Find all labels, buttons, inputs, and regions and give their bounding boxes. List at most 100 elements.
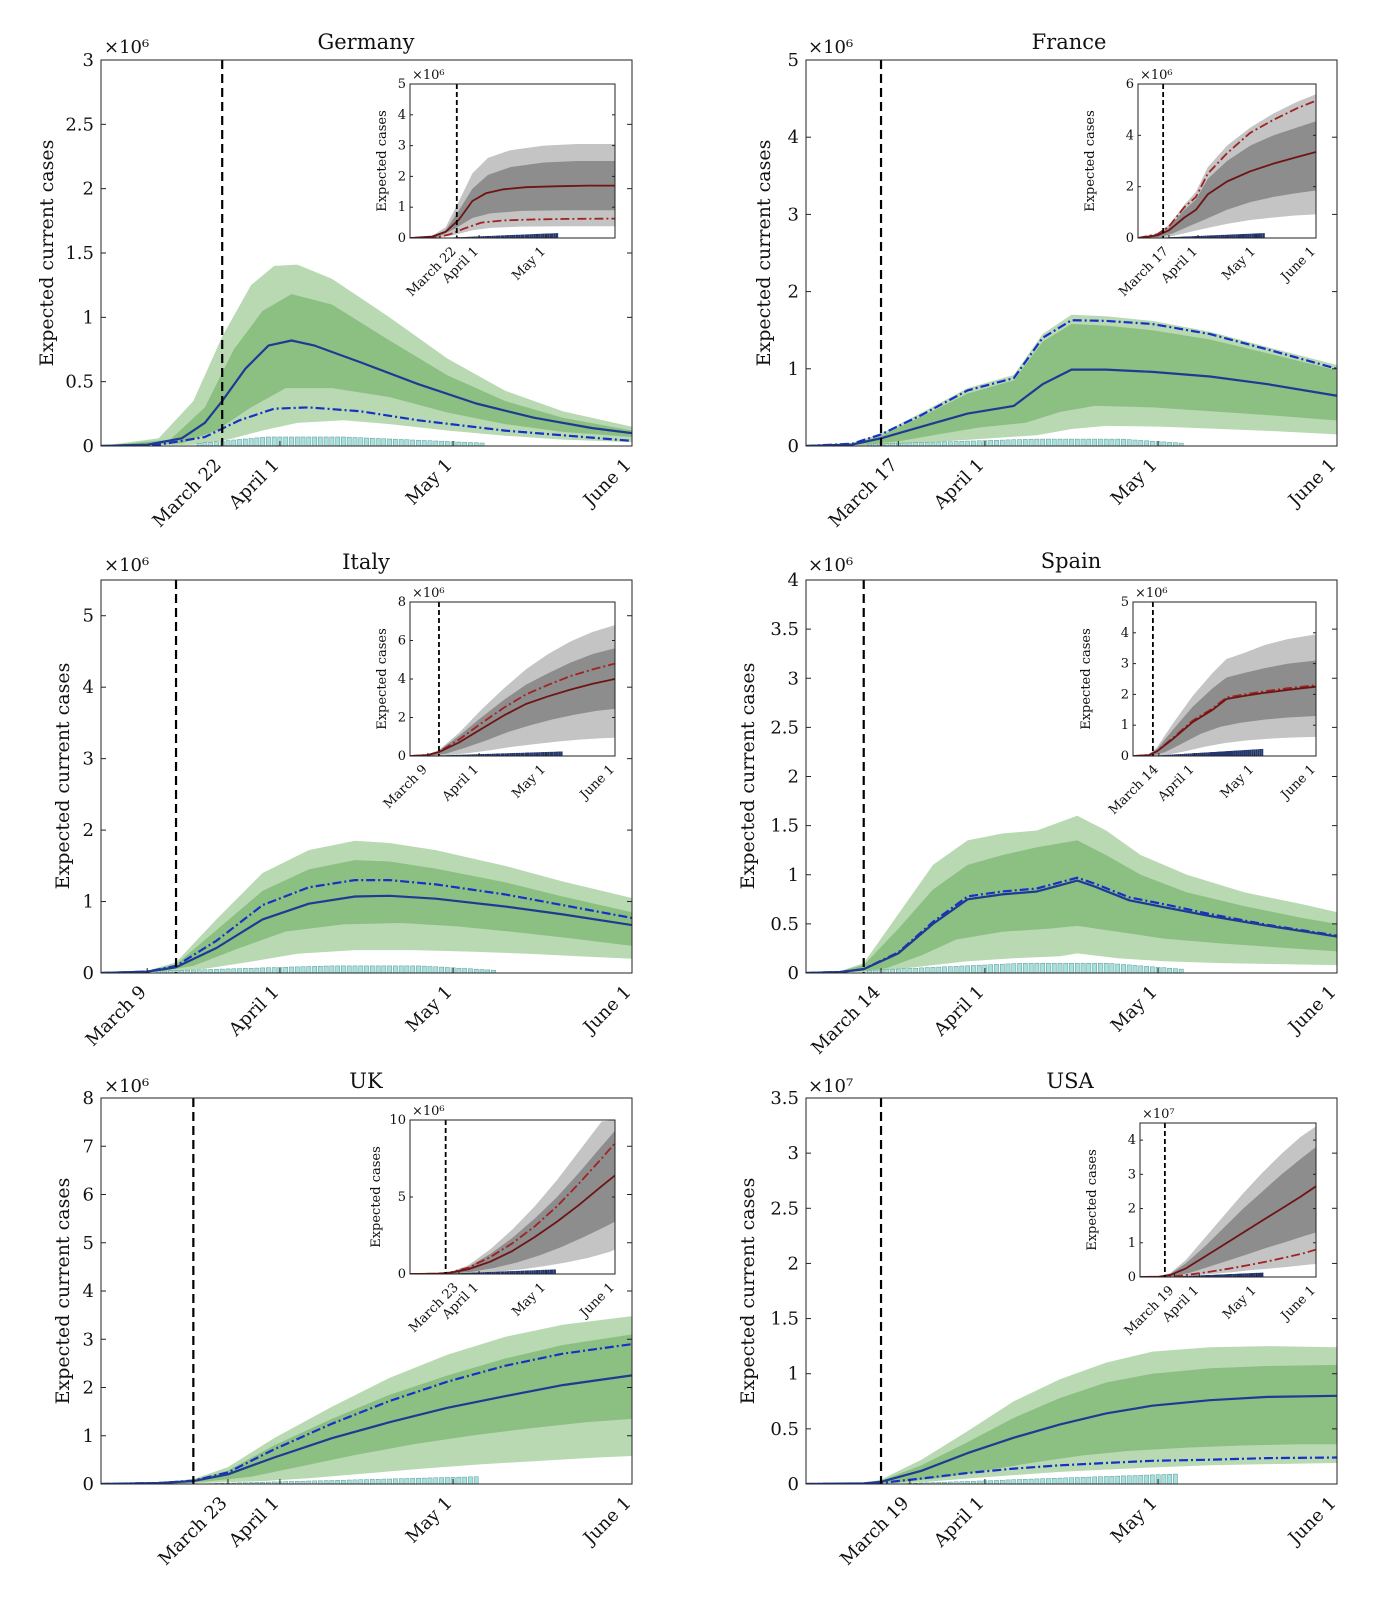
observed-bar [254,437,260,446]
observed-bar [404,439,410,446]
observed-bar [942,441,947,446]
x-tick-label: May 1 [402,1493,457,1548]
observed-bar [1226,234,1228,238]
observed-bar [369,965,375,973]
observed-bar [976,964,982,973]
observed-bar [1185,753,1188,756]
y-tick-label: 6 [83,1185,94,1206]
observed-bar [398,1478,404,1484]
observed-bar [953,966,959,973]
observed-bar [506,1271,510,1274]
y-tick-label: 2 [1128,1202,1136,1217]
x-tick-label: March 14 [1106,762,1162,818]
observed-bar [1218,235,1221,238]
y-tick-label: 2 [83,179,94,200]
observed-bar [999,439,1005,446]
observed-bar [346,965,352,973]
observed-bar [1046,1478,1051,1484]
observed-bar [1034,962,1040,973]
observed-bar [953,1481,959,1484]
y-tick-label: 3 [83,1329,94,1350]
observed-bar [509,753,512,756]
observed-bar [549,233,552,238]
observed-bar [387,965,392,973]
y-tick-label: 10 [389,1113,406,1128]
observed-bar [484,1272,487,1274]
counterfactual-line [1138,99,1316,238]
observed-bar [1069,962,1074,973]
observed-bar [387,438,392,446]
y-tick-label: 5 [83,1233,94,1254]
observed-bar [266,967,271,973]
x-tick-label: April 1 [224,1493,283,1552]
x-tick-label: June 1 [576,1280,618,1322]
observed-bar [317,436,323,446]
inset-plot-data [410,1120,615,1274]
x-tick-label: May 1 [1219,244,1258,283]
observed-bar [1237,750,1240,756]
observed-bar [323,1480,329,1484]
y-tick-label: 6 [1126,77,1134,92]
y-tick-label: 0 [83,436,94,457]
inner-credible-band [1140,1146,1316,1277]
y-exponent-label: ×10⁶ [104,1076,149,1097]
y-tick-label: 2 [398,711,406,726]
observed-bar [1245,749,1248,756]
observed-bar [971,965,976,973]
outer-credible-band [101,1316,632,1484]
observed-bar [524,1270,527,1274]
y-tick-label: 0 [788,436,799,457]
observed-bar [549,1269,552,1274]
expected-line [1133,685,1316,756]
observed-bar [999,963,1005,973]
plot-frame [805,1097,1338,1485]
observed-bar [1189,236,1192,238]
y-tick-label: 1 [398,200,406,215]
x-tick-label: March 22 [149,455,226,532]
observed-bar [1115,438,1121,446]
observed-bar [1126,1475,1132,1484]
observed-bar [1205,752,1208,756]
observed-bar [942,966,947,973]
plot-frame [100,579,633,974]
x-tick-label: June 1 [578,982,635,1039]
y-tick-label: 3 [788,1143,799,1164]
observed-bar [341,965,346,973]
observed-bar [219,968,225,973]
observed-bar [924,1482,930,1484]
observed-bar [468,1476,473,1484]
observed-bar [271,967,277,973]
observed-bar [369,437,375,446]
observed-bar [1253,749,1256,756]
observed-bar [306,966,312,973]
observed-bar [1063,1477,1069,1484]
observed-bar [475,1272,478,1274]
observed-bar [341,1479,346,1484]
y-tick-label: 1 [788,1364,799,1385]
observed-bar [522,234,525,238]
observed-bar [381,438,387,446]
y-tick-label: 3 [788,204,799,225]
observed-bar [254,1482,260,1484]
observed-bar [346,436,352,446]
observed-bar [1080,962,1086,973]
observed-bar [387,1478,392,1484]
expected-line [806,1394,1337,1484]
observed-bar [1237,234,1240,238]
observed-bar [1239,234,1242,238]
y-tick-label: 3 [83,50,94,71]
observed-bar [1132,439,1138,446]
observed-bar [498,235,501,238]
observed-bar [1227,751,1230,756]
x-tick-label: March 14 [807,982,884,1059]
observed-bar [1221,751,1224,756]
x-tick-label: June 1 [578,1493,635,1550]
observed-bar [1229,234,1232,238]
observed-bar [1121,1475,1126,1484]
observed-bar [504,235,507,238]
observed-bar [533,234,536,238]
observed-bar [306,1480,312,1484]
observed-bar [1249,233,1252,238]
x-tick-label: May 1 [1107,455,1162,510]
observed-bar [1257,233,1259,238]
